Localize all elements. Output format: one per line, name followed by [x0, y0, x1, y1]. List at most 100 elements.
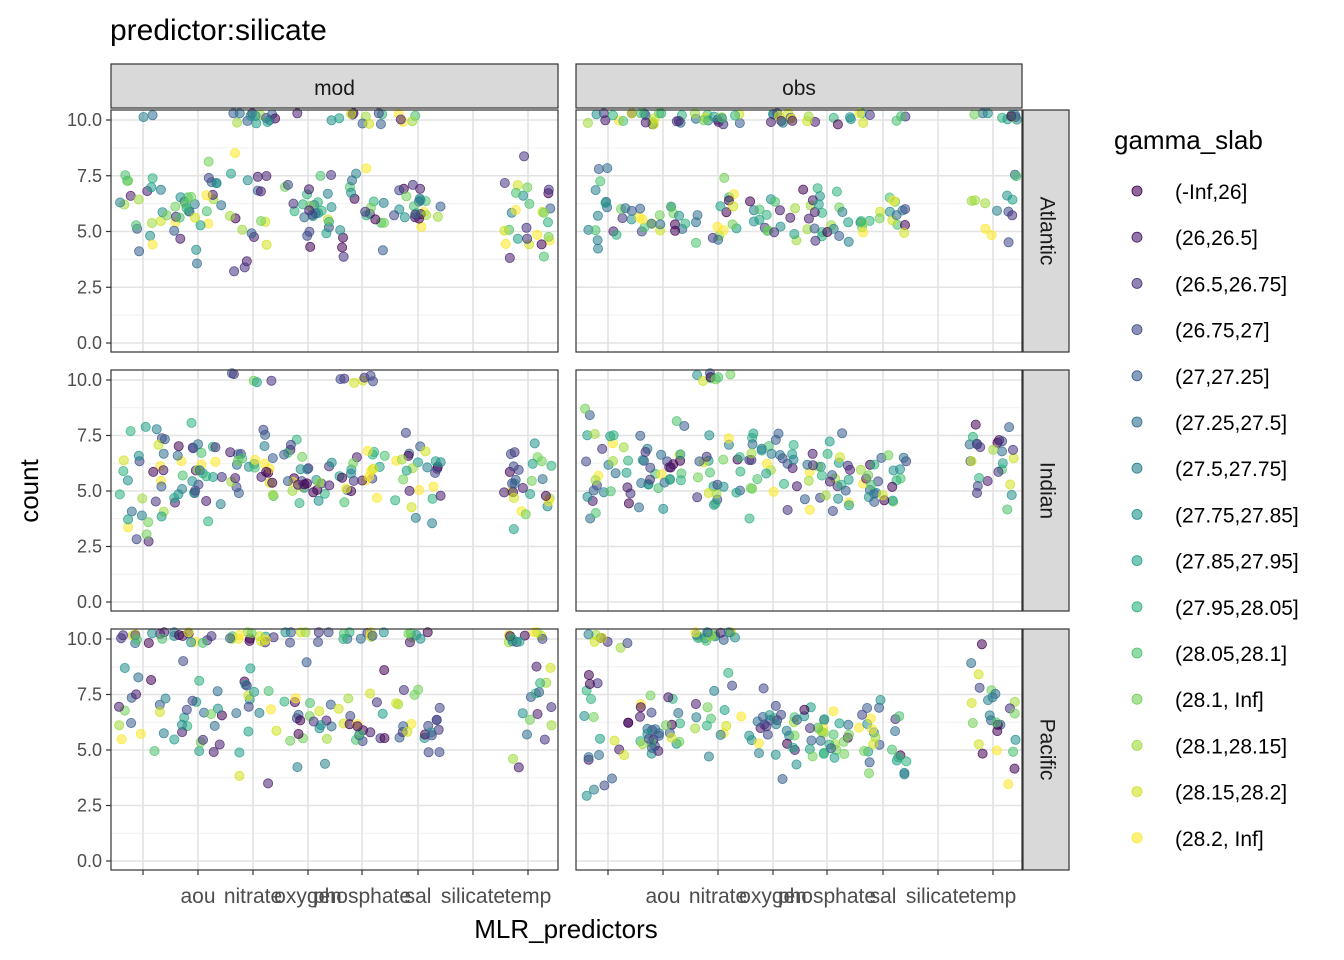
data-point	[504, 252, 515, 263]
data-point	[675, 475, 686, 486]
panel-obs-atlantic	[575, 108, 1023, 353]
data-point	[864, 110, 875, 121]
data-point	[689, 108, 700, 119]
data-point	[363, 471, 374, 482]
data-point	[174, 212, 185, 223]
data-point	[705, 467, 716, 478]
facet-strip-label: mod	[314, 77, 355, 100]
x-tick-label: aou	[645, 885, 680, 908]
data-point	[401, 191, 412, 202]
data-point	[527, 458, 538, 469]
data-point	[867, 724, 878, 735]
data-point	[158, 728, 169, 739]
data-point	[653, 730, 664, 741]
data-point	[119, 663, 130, 674]
data-point	[322, 188, 333, 199]
data-point	[225, 168, 236, 179]
data-point	[602, 163, 613, 174]
data-point	[992, 205, 1003, 216]
data-point	[370, 214, 381, 225]
data-point	[666, 732, 677, 743]
data-point	[813, 199, 824, 210]
data-point	[508, 524, 519, 535]
data-point	[842, 460, 853, 471]
data-point	[131, 689, 142, 700]
data-point	[646, 707, 657, 718]
data-point	[701, 451, 712, 462]
data-point	[899, 227, 910, 238]
legend-key	[1131, 185, 1143, 197]
legend-item: (26,26.5]	[1131, 227, 1258, 250]
data-point	[346, 187, 357, 198]
data-point	[769, 227, 780, 238]
data-point	[378, 217, 389, 228]
data-point	[664, 462, 675, 473]
data-point	[580, 403, 591, 414]
data-point	[715, 201, 726, 212]
points	[115, 108, 556, 277]
data-point	[292, 762, 303, 773]
data-point	[148, 466, 159, 477]
data-point	[246, 228, 257, 239]
data-point	[674, 736, 685, 747]
data-point	[588, 485, 599, 496]
data-point	[832, 119, 843, 130]
panel-mod-indian: 0.0 2.5 5.0 7.5 10.0	[67, 368, 559, 612]
data-point	[176, 719, 187, 730]
data-point	[721, 720, 732, 731]
legend-label: (27.85,27.95]	[1175, 551, 1299, 574]
data-point	[864, 768, 875, 779]
data-point	[375, 119, 386, 130]
data-point	[635, 108, 646, 119]
data-point	[513, 762, 524, 773]
facet-strip-mod	[110, 63, 559, 109]
data-point	[691, 237, 702, 248]
data-point	[203, 172, 214, 183]
data-point	[713, 234, 724, 245]
data-point	[623, 717, 634, 728]
legend-key	[1131, 786, 1143, 797]
data-point	[123, 514, 134, 525]
y-tick-label: 10.0	[67, 629, 102, 649]
data-point	[756, 443, 767, 454]
data-point	[373, 108, 384, 119]
legend-item: (27.75,27.85]	[1131, 504, 1299, 527]
data-point	[190, 212, 201, 223]
data-point	[243, 726, 254, 737]
data-point	[891, 210, 902, 221]
data-point	[588, 712, 599, 723]
data-point	[827, 505, 838, 516]
data-point	[524, 714, 535, 725]
data-point	[788, 439, 799, 450]
legend-label: (28.1, Inf]	[1175, 689, 1264, 712]
data-point	[532, 709, 543, 720]
data-point	[146, 675, 157, 686]
data-point	[400, 427, 411, 438]
data-point	[824, 436, 835, 447]
data-point	[161, 210, 172, 221]
data-point	[703, 751, 714, 762]
data-point	[169, 225, 180, 236]
data-point	[894, 711, 905, 722]
data-point	[243, 701, 254, 712]
data-point	[271, 725, 282, 736]
data-point	[775, 221, 786, 232]
data-point	[723, 667, 734, 678]
data-point	[761, 209, 772, 220]
data-point	[635, 702, 646, 713]
data-point	[728, 201, 739, 212]
data-point	[197, 734, 208, 745]
data-point	[789, 228, 800, 239]
data-point	[865, 713, 876, 724]
data-point	[673, 708, 684, 719]
data-point	[208, 747, 219, 758]
data-point	[133, 450, 144, 461]
x-tick-label: temp	[970, 885, 1017, 908]
panel-mod-pacific: 0.0 2.5 5.0 7.5 10.0 aou nitrateoxygenphosphat…	[67, 627, 559, 908]
data-point	[409, 689, 420, 700]
data-point	[1010, 112, 1021, 123]
data-point	[315, 170, 326, 181]
data-point	[803, 213, 814, 224]
data-point	[178, 656, 189, 667]
data-point	[535, 678, 546, 689]
